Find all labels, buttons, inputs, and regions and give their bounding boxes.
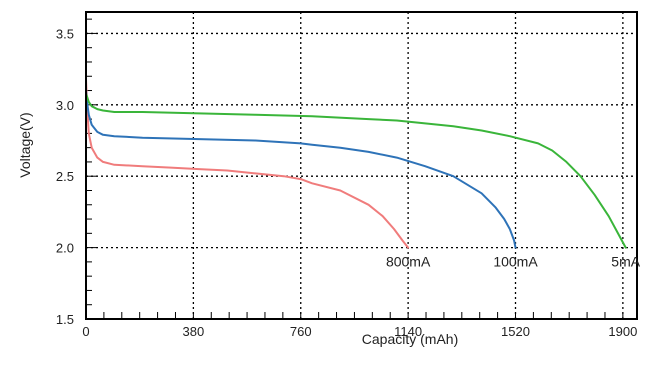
series-line-800mA xyxy=(85,78,410,249)
x-tick-label-1140: 1140 xyxy=(394,324,422,339)
x-tick-label-1900: 1900 xyxy=(608,324,637,339)
x-tick-label-760: 760 xyxy=(290,324,312,339)
series-line-100mA xyxy=(85,89,517,249)
x-tick-label-1520: 1520 xyxy=(501,324,530,339)
series-line-5mA xyxy=(85,92,627,249)
y-tick-label-2.5: 2.5 xyxy=(56,169,74,184)
y-tick-labels: 1.5 2.0 2.5 3.0 3.5 xyxy=(56,26,74,327)
x-axis-title: Capacity (mAh) xyxy=(362,331,458,347)
minor-ticks xyxy=(85,18,624,320)
y-axis-title: Voltage(V) xyxy=(17,112,33,177)
series-labels: 800mA 100mA 5mA xyxy=(386,254,641,270)
y-tick-label-3.5: 3.5 xyxy=(56,26,74,41)
series-label-100mA: 100mA xyxy=(493,254,538,270)
y-tick-label-2: 2.0 xyxy=(56,241,74,256)
y-tick-label-1.5: 1.5 xyxy=(56,312,74,327)
x-tick-label-380: 380 xyxy=(183,324,205,339)
grid xyxy=(86,12,637,319)
x-tick-label-0: 0 xyxy=(82,324,89,339)
plot-frame xyxy=(85,11,638,320)
series-label-5mA: 5mA xyxy=(611,254,640,270)
series-label-800mA: 800mA xyxy=(386,254,431,270)
y-tick-label-3: 3.0 xyxy=(56,98,74,113)
series-group xyxy=(85,78,627,249)
x-tick-labels: 0 380 760 1140 1520 1900 xyxy=(82,324,637,339)
